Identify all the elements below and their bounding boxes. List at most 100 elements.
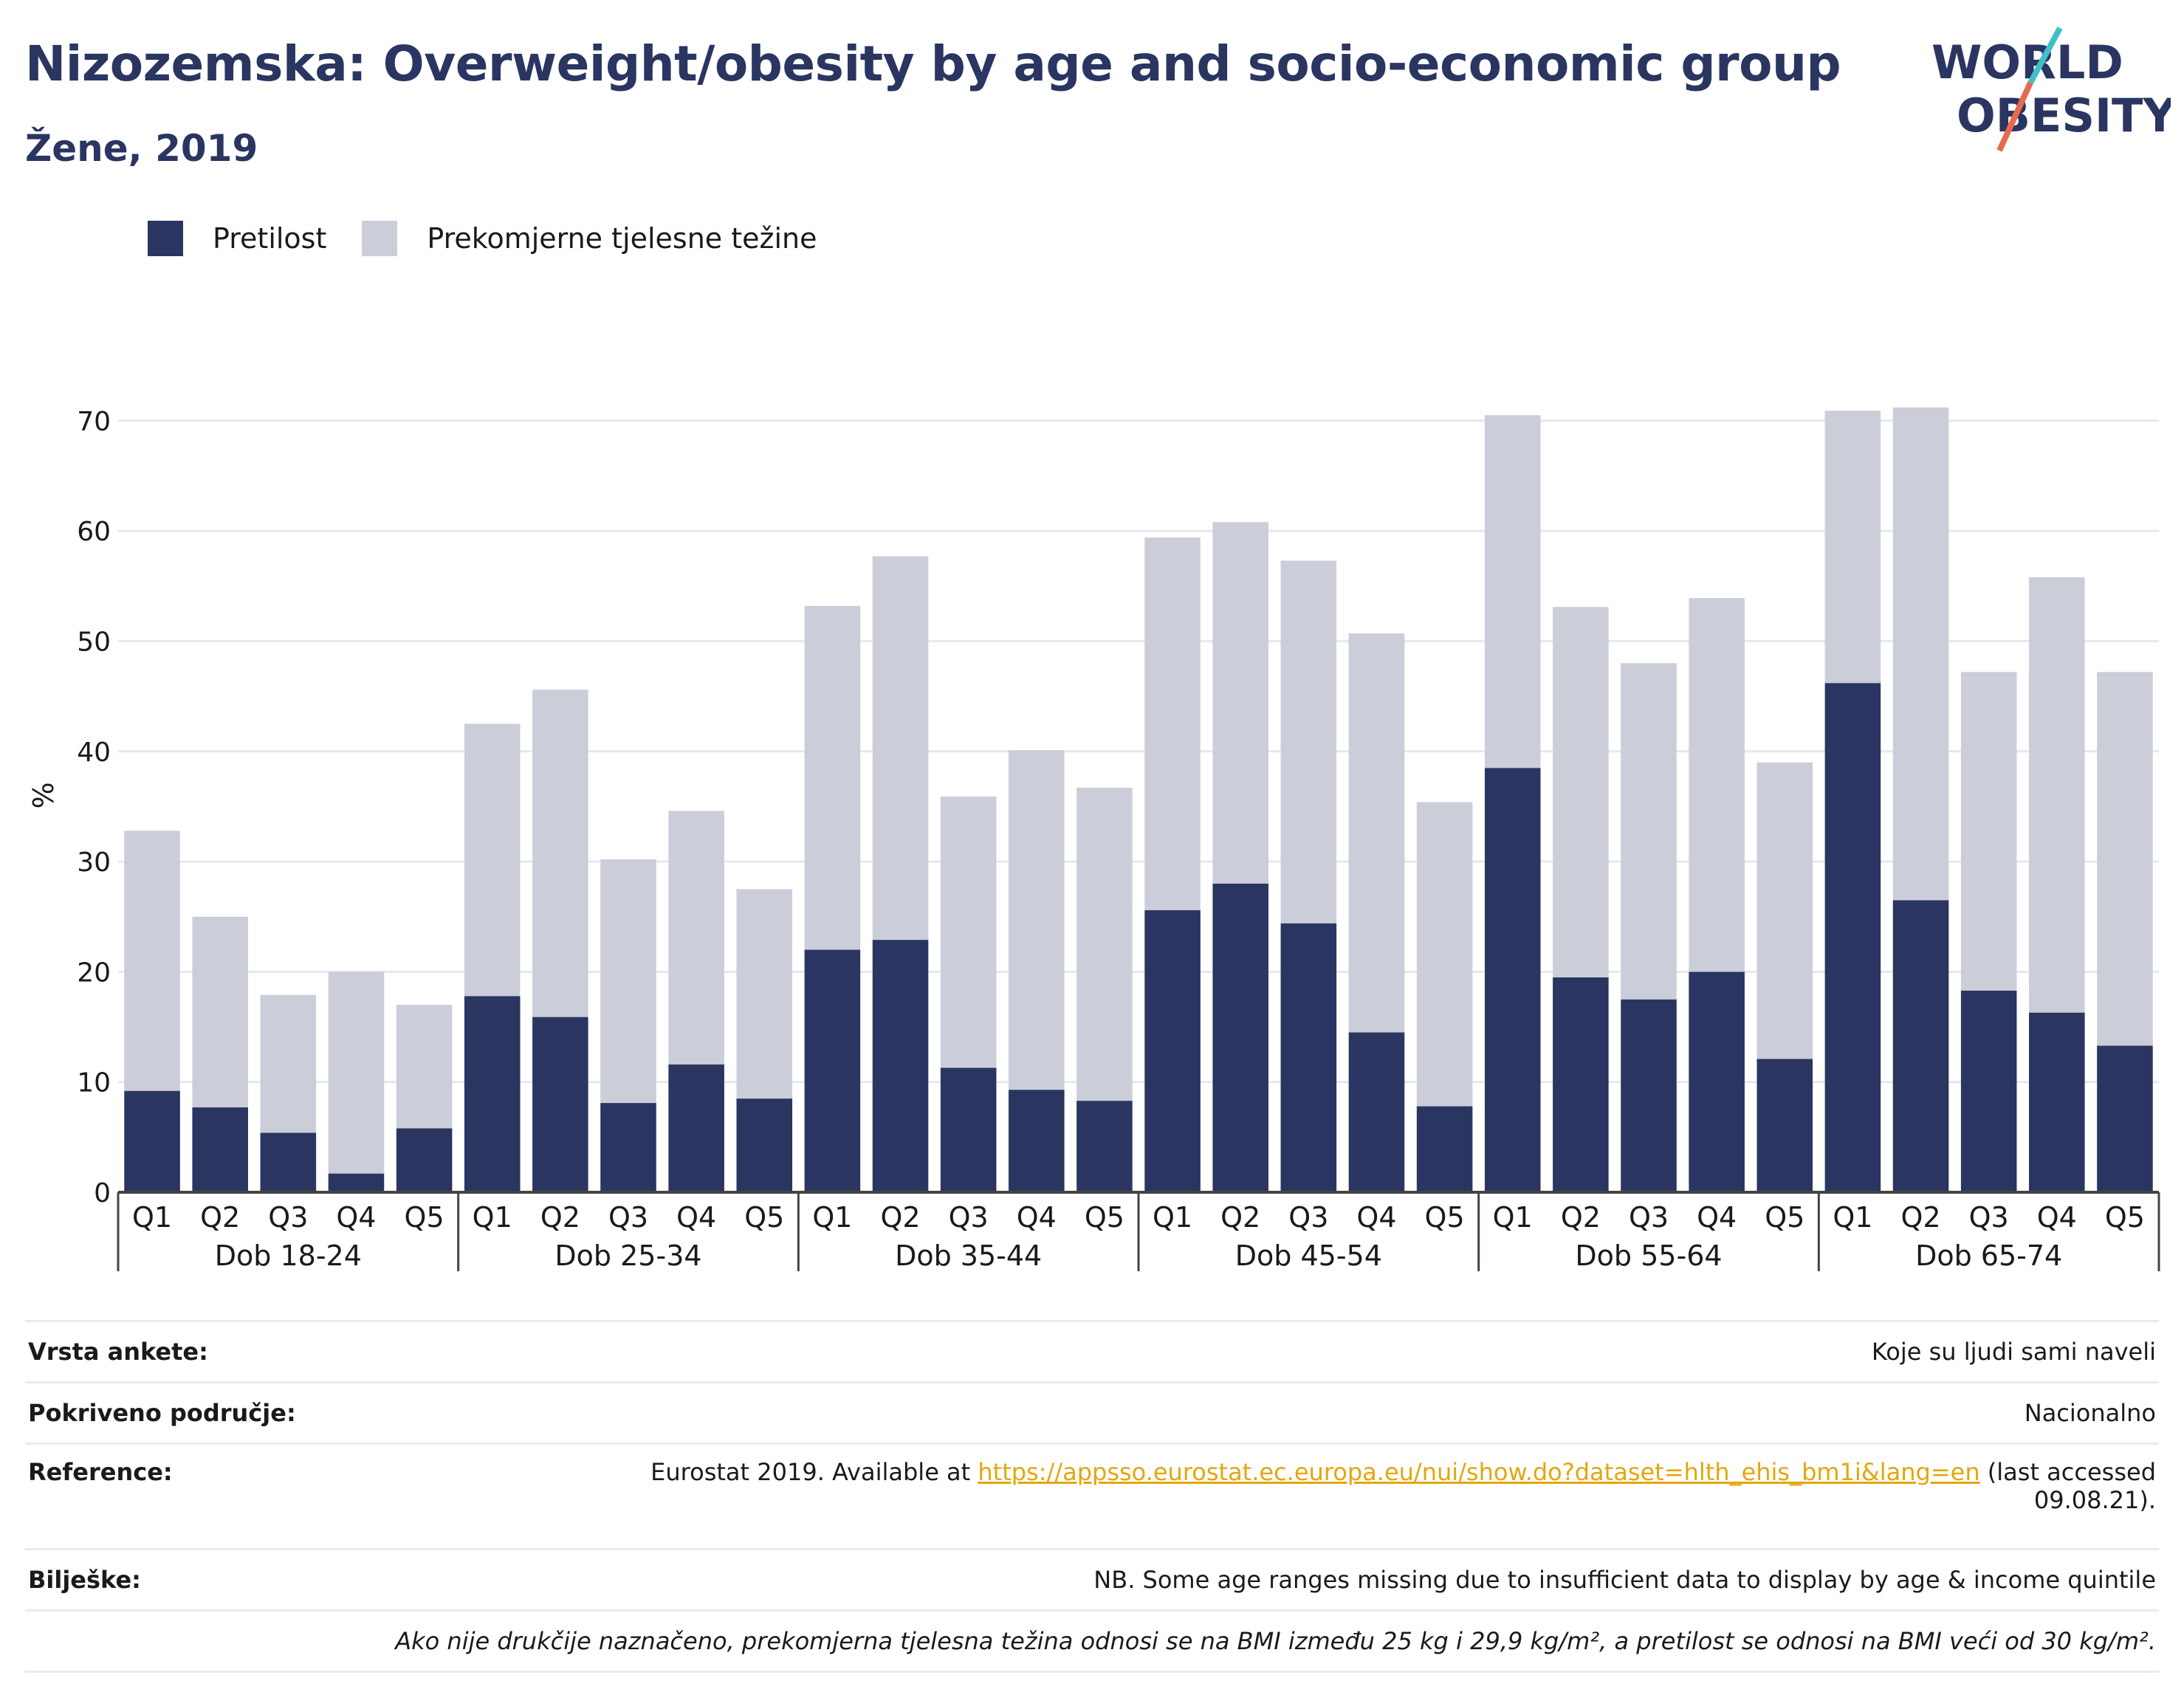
x-tick-label: Q5	[405, 1201, 444, 1234]
x-tick-label: Q2	[880, 1201, 920, 1234]
info-row-notes: Bilješke: NB. Some age ranges missing du…	[25, 1548, 2159, 1611]
chart-subtitle: Žene, 2019	[25, 127, 258, 170]
bar-obesity	[1892, 900, 1949, 1192]
bar-overweight	[1416, 802, 1473, 1107]
legend-item-overweight: Prekomjerne tjelesne težine	[362, 221, 817, 256]
x-tick-label: Q1	[1493, 1201, 1533, 1234]
bar-obesity	[260, 1132, 317, 1192]
legend-swatch-overweight	[362, 221, 398, 256]
bar-obesity	[2097, 1045, 2153, 1192]
bar-obesity	[1416, 1106, 1473, 1192]
legend-item-obesity: Pretilost	[148, 221, 326, 256]
y-axis-label: %	[27, 782, 60, 808]
x-tick-label: Q1	[812, 1201, 852, 1234]
bar-obesity	[1553, 977, 1609, 1192]
y-tick-label: 60	[77, 517, 111, 547]
bar-overweight	[872, 556, 929, 941]
reference-suffix: (last accessed	[1987, 1458, 2156, 1486]
bar-obesity	[940, 1067, 997, 1192]
group-label: Dob 65-74	[1915, 1240, 2062, 1272]
legend-label-overweight: Prekomjerne tjelesne težine	[427, 222, 817, 255]
bar-overweight	[260, 994, 317, 1133]
reference-link[interactable]: https://appsso.eurostat.ec.europa.eu/nui…	[978, 1458, 1980, 1486]
y-tick-label: 40	[77, 738, 111, 768]
bar-overweight	[600, 859, 656, 1104]
reference-label: Reference:	[25, 1443, 356, 1550]
bar-obesity	[396, 1128, 453, 1192]
y-tick-label: 0	[94, 1178, 111, 1208]
chart-legend: Pretilost Prekomjerne tjelesne težine	[148, 219, 853, 258]
y-tick-label: 20	[77, 957, 111, 988]
bar-overweight	[940, 796, 997, 1068]
x-tick-label: Q2	[1900, 1201, 1940, 1234]
definition-note: Ako nije drukčije naznačeno, prekomjerna…	[25, 1609, 2159, 1673]
legend-label-obesity: Pretilost	[213, 222, 327, 255]
bar-overweight	[1757, 762, 1813, 1059]
bar-obesity	[1144, 910, 1201, 1192]
svg-text:OBESITY: OBESITY	[1957, 89, 2171, 142]
bar-overweight	[2097, 672, 2153, 1046]
bar-overweight	[1824, 410, 1881, 684]
bar-overweight	[1892, 407, 1949, 901]
reference-date: 09.08.21).	[2033, 1486, 2156, 1514]
bar-overweight	[1009, 750, 1065, 1090]
group-label: Dob 45-54	[1235, 1240, 1382, 1272]
y-tick-label: 30	[77, 848, 111, 878]
info-row-survey-type: Vrsta ankete: Koje su ljudi sami naveli	[25, 1320, 2159, 1383]
group-label: Dob 55-64	[1575, 1240, 1722, 1272]
world-obesity-logo: WORLD OBESITY	[1931, 27, 2171, 152]
x-tick-label: Q4	[1356, 1201, 1396, 1234]
bar-obesity	[1621, 999, 1677, 1192]
bar-obesity	[872, 940, 929, 1192]
bar-overweight	[1689, 598, 1745, 972]
y-tick-label: 50	[77, 627, 111, 657]
bar-obesity	[464, 996, 521, 1192]
bar-obesity	[804, 949, 861, 1192]
x-tick-label: Q5	[1765, 1201, 1804, 1234]
x-tick-label: Q5	[1085, 1201, 1124, 1234]
info-row-coverage: Pokriveno područje: Nacionalno	[25, 1381, 2159, 1444]
x-tick-label: Q3	[949, 1201, 989, 1234]
bar-obesity	[532, 1017, 588, 1192]
y-tick-label: 10	[77, 1068, 111, 1099]
bar-overweight	[1280, 560, 1337, 924]
info-row-definition: Ako nije drukčije naznačeno, prekomjerna…	[25, 1609, 2159, 1673]
x-tick-label: Q3	[268, 1201, 308, 1234]
bar-overweight	[464, 723, 521, 997]
bar-obesity	[2029, 1012, 2085, 1192]
bar-overweight	[2029, 577, 2085, 1013]
notes-label: Bilješke:	[25, 1548, 356, 1611]
coverage-value: Nacionalno	[356, 1381, 2159, 1444]
bar-overweight	[532, 690, 588, 1017]
bar-overweight	[736, 889, 793, 1099]
x-tick-label: Q1	[1153, 1201, 1192, 1234]
bar-overweight	[1348, 633, 1405, 1033]
bar-overweight	[668, 811, 724, 1065]
bar-obesity	[192, 1107, 248, 1192]
bar-overweight	[1212, 522, 1268, 884]
bar-obesity	[1484, 768, 1541, 1192]
x-tick-label: Q4	[336, 1201, 376, 1234]
x-tick-label: Q3	[608, 1201, 648, 1234]
notes-value: NB. Some age ranges missing due to insuf…	[356, 1548, 2159, 1611]
bar-obesity	[1689, 972, 1745, 1192]
bar-obesity	[736, 1099, 793, 1192]
x-tick-label: Q2	[1561, 1201, 1601, 1234]
group-label: Dob 25-34	[554, 1240, 701, 1272]
x-tick-label: Q4	[2037, 1201, 2077, 1234]
group-label: Dob 35-44	[895, 1240, 1042, 1272]
bar-overweight	[328, 972, 385, 1174]
bar-obesity	[1009, 1090, 1065, 1192]
bar-overweight	[1553, 607, 1609, 977]
bar-obesity	[600, 1103, 656, 1192]
x-tick-label: Q5	[2105, 1201, 2145, 1234]
x-tick-label: Q2	[1220, 1201, 1260, 1234]
bar-obesity	[1960, 990, 2017, 1192]
bar-obesity	[1757, 1059, 1813, 1192]
bar-overweight	[1621, 663, 1677, 1000]
coverage-label: Pokriveno područje:	[25, 1381, 356, 1444]
x-tick-label: Q4	[676, 1201, 716, 1234]
bar-obesity	[1348, 1032, 1405, 1192]
y-tick-label: 70	[77, 407, 111, 437]
bar-obesity	[1076, 1101, 1133, 1192]
